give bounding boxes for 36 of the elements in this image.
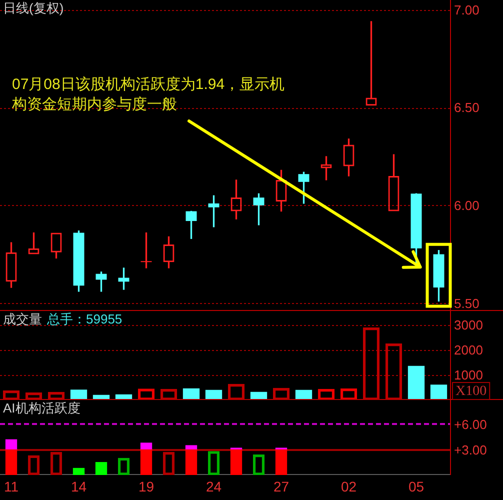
chart-subtitle: 总手：59955	[46, 312, 122, 327]
x-tick-label: 27	[273, 478, 290, 494]
y-tick-label: 3000	[454, 318, 483, 333]
y-tick-label: +3.00	[454, 442, 487, 458]
bar	[95, 462, 108, 475]
bar	[430, 384, 448, 400]
annotation: 07月08日该股机构活跃度为1.94，显示机构资金短期内参与度一般	[11, 76, 285, 113]
bar	[140, 442, 152, 450]
x-tick-label: 02	[340, 478, 357, 494]
bar	[275, 449, 288, 475]
bar	[140, 449, 152, 475]
bar	[185, 449, 198, 475]
bar	[408, 366, 425, 400]
bar	[182, 388, 200, 400]
y-tick-label: 5.50	[454, 296, 480, 311]
x-tick-label: 14	[70, 478, 87, 494]
bar	[70, 390, 88, 400]
y-tick-label: 6.00	[454, 198, 480, 213]
chart-title: 成交量	[3, 312, 42, 327]
y-tick-label: 2000	[454, 342, 483, 358]
bar	[230, 449, 242, 475]
y-tick-label: 1000	[454, 368, 483, 383]
x-tick-label: 11	[4, 478, 19, 494]
bar	[72, 468, 85, 475]
y-tick-label: 6.50	[454, 100, 480, 116]
y-axis-title: X100	[456, 384, 487, 400]
bar	[5, 439, 18, 450]
chart-title: AI机构活跃度	[3, 400, 80, 416]
bar	[5, 449, 18, 475]
x-tick-label: 24	[206, 478, 222, 494]
y-tick-label: +6.00	[454, 417, 487, 432]
bar	[185, 445, 198, 450]
x-tick-label: 05	[408, 478, 424, 494]
y-tick-label: 7.00	[454, 2, 480, 18]
x-tick-label: 19	[138, 478, 154, 494]
chart-title: 日线(复权)	[3, 0, 64, 16]
